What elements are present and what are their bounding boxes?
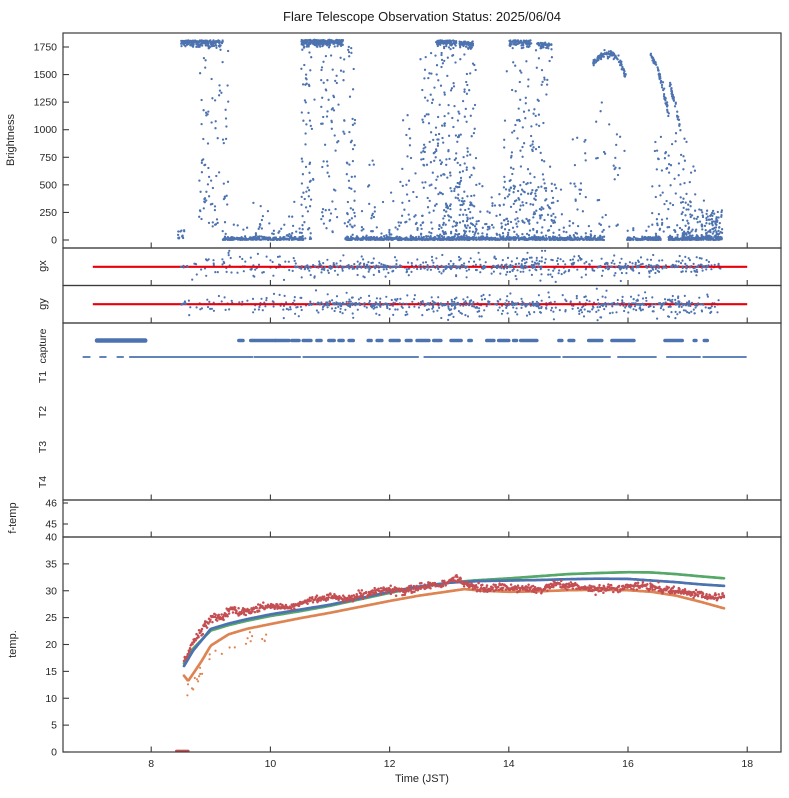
panel-border: [62, 322, 782, 501]
temp-strays-orange: [186, 631, 268, 697]
temp-panel: [175, 570, 726, 753]
ftemp-tick-label: 45: [45, 519, 57, 531]
temp-tick-label: 25: [45, 612, 57, 624]
temp-tick-label: 40: [45, 532, 57, 544]
temp-tick-label: 15: [45, 666, 57, 678]
brightness-tick-label: 1500: [34, 69, 58, 81]
brightness-tick-label: 750: [39, 152, 57, 164]
temp-tick-label: 30: [45, 585, 57, 597]
gy-online-scatter: [180, 300, 705, 308]
event-row-label: T3: [37, 441, 49, 453]
x-tick-label: 14: [503, 758, 515, 770]
gy-axis-label: gy: [37, 298, 49, 310]
temp-line-blue: [182, 577, 726, 668]
gx-panel: [92, 249, 748, 283]
axes-frame: [62, 32, 782, 753]
brightness-tick-label: 1250: [34, 97, 58, 109]
brightness-scatter: [176, 38, 724, 242]
x-tick-label: 16: [622, 758, 634, 770]
event-row-label: capture: [37, 328, 49, 363]
x-tick-label: 12: [384, 758, 396, 770]
gx-axis-label: gx: [37, 260, 49, 272]
temp-tick-label: 20: [45, 639, 57, 651]
gy-panel: [92, 287, 748, 322]
brightness-panel: [176, 38, 724, 242]
temp-axis-label: temp.: [7, 630, 19, 658]
temp-scatter-red: [182, 573, 726, 663]
panel-border: [62, 499, 782, 538]
brightness-tick-label: 500: [39, 179, 57, 191]
brightness-axis-label: Brightness: [5, 114, 17, 166]
temp-tick-label: 5: [51, 720, 57, 732]
capture-events-panel: [82, 338, 747, 358]
temp-tick-label: 35: [45, 558, 57, 570]
temp-tick-label: 10: [45, 693, 57, 705]
brightness-tick-label: 1000: [34, 124, 58, 136]
ftemp-axis-label: f-temp: [7, 502, 19, 533]
plot-title: Flare Telescope Observation Status: 2025…: [283, 9, 561, 24]
event-row-label: T1: [37, 371, 49, 383]
brightness-tick-label: 0: [51, 235, 57, 247]
gx-online-scatter: [179, 263, 709, 271]
temp-line-orange: [182, 587, 726, 682]
x-tick-label: 18: [741, 758, 753, 770]
panel-border: [62, 536, 782, 753]
temp-tick-label: 0: [51, 747, 57, 759]
x-axis-label: Time (JST): [395, 773, 449, 785]
x-tick-label: 8: [148, 758, 154, 770]
x-tick-label: 10: [265, 758, 277, 770]
ftemp-tick-label: 46: [45, 498, 57, 510]
brightness-tick-label: 1750: [34, 42, 58, 54]
event-row-label: T4: [37, 476, 49, 488]
tick-labels: 8 10 12 14 16 1802505007501000125015001750464…: [34, 42, 754, 771]
brightness-tick-label: 250: [39, 207, 57, 219]
event-row-label: T2: [37, 406, 49, 418]
